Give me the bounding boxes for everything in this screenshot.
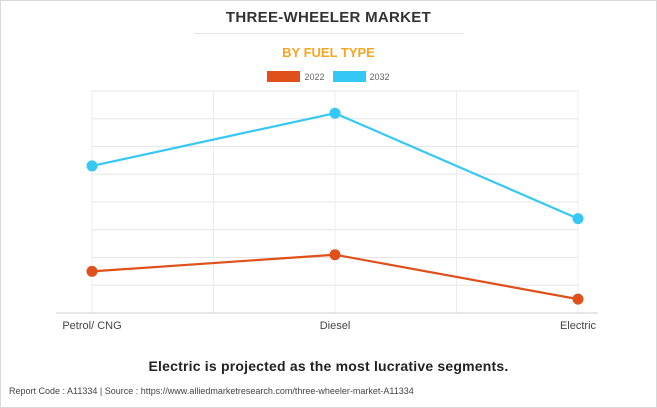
footer-report-code: Report Code : A11334	[9, 386, 98, 396]
chart-subtitle: BY FUEL TYPE	[282, 45, 375, 60]
x-tick-label: Diesel	[320, 320, 351, 332]
x-tick-label: Petrol/ CNG	[62, 320, 121, 332]
legend-label-2032: 2032	[369, 71, 390, 82]
footer-separator: |	[99, 386, 103, 396]
data-point-2032-2	[572, 213, 584, 225]
data-point-2022-2	[572, 293, 584, 305]
data-point-2022-1	[329, 249, 341, 261]
legend-swatch-2032	[332, 71, 366, 82]
chart-title: THREE-WHEELER MARKET	[225, 9, 432, 26]
title-divider	[194, 33, 464, 34]
chart-caption: Electric is projected as the most lucrat…	[148, 358, 509, 374]
x-tick-label: Electric	[560, 320, 597, 332]
data-point-2032-1	[329, 107, 341, 119]
footer: Report Code : A11334 | Source : https://…	[9, 386, 414, 396]
footer-source: Source : https://www.alliedmarketresearc…	[104, 386, 414, 396]
data-point-2022-0	[86, 265, 98, 277]
legend-swatch-2022	[267, 71, 301, 82]
data-point-2032-0	[86, 160, 98, 172]
legend-label-2022: 2022	[304, 71, 325, 82]
chart-legend: 2022 2032	[0, 71, 657, 82]
legend-item-2032[interactable]: 2032	[332, 71, 390, 82]
legend-item-2022[interactable]: 2022	[267, 71, 325, 82]
